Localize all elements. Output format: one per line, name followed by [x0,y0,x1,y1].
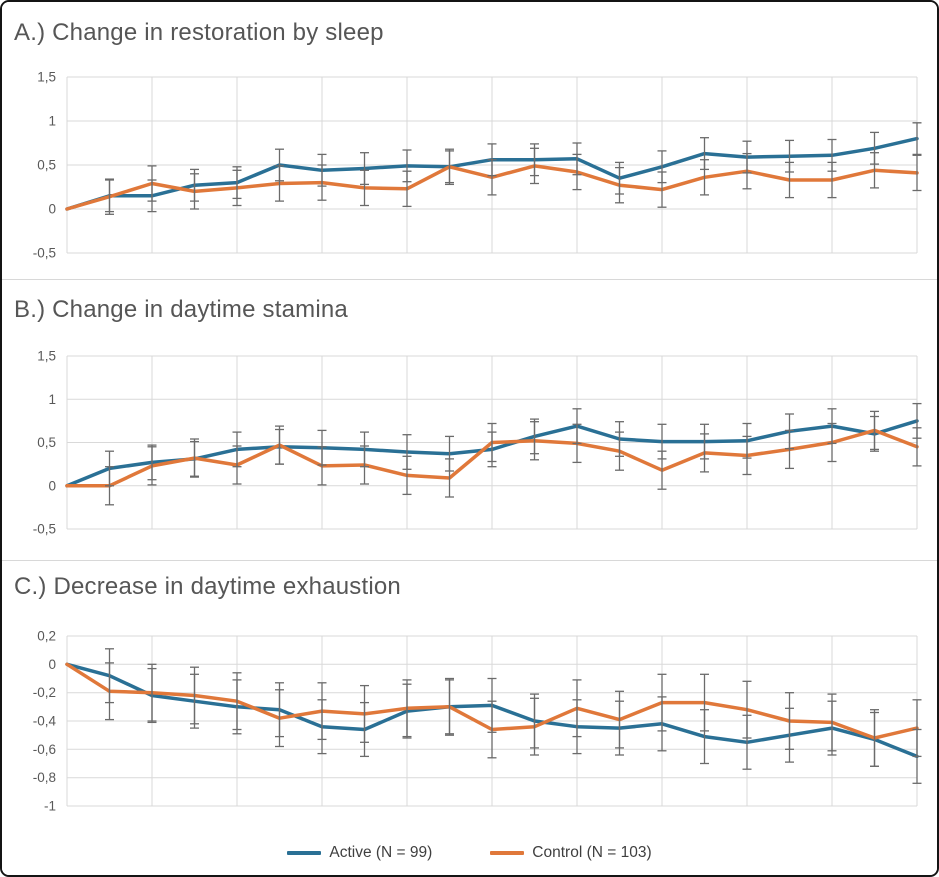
panel-a-title: A.) Change in restoration by sleep [14,19,384,46]
svg-text:0: 0 [48,202,56,217]
panel-b-line-chart: 1,5 1 0,5 0 -0,5 [33,349,922,537]
svg-text:-0,4: -0,4 [33,714,57,729]
active-line-swatch [287,851,322,855]
control-line-swatch [490,851,525,855]
svg-text:-0,8: -0,8 [33,770,56,785]
svg-text:-1: -1 [44,799,56,814]
legend-label-active: Active (N = 99) [329,844,433,861]
svg-text:0,5: 0,5 [37,158,56,173]
legend-item-control: Control (N = 103) [490,844,652,862]
panel-daytime-exhaustion: C.) Decrease in daytime exhaustion 0,2 0 -… [2,560,937,829]
panel-a-line-chart: 1,5 1 0,5 0 -0,5 [33,70,922,261]
svg-text:1,5: 1,5 [37,349,56,364]
svg-text:1,5: 1,5 [37,70,56,85]
svg-text:0,2: 0,2 [37,629,56,644]
svg-text:-0,2: -0,2 [33,685,56,700]
legend-label-control: Control (N = 103) [532,844,652,861]
legend: Active (N = 99) Control (N = 103) [2,829,937,875]
legend-item-active: Active (N = 99) [287,844,432,862]
svg-text:1: 1 [48,392,56,407]
svg-text:-0,5: -0,5 [33,522,56,537]
panel-b-title: B.) Change in daytime stamina [14,296,348,323]
panel-restoration-by-sleep: A.) Change in restoration by sleep 1,5 1 0… [2,2,937,279]
svg-text:-0,6: -0,6 [33,742,56,757]
panel-daytime-stamina: B.) Change in daytime stamina 1,5 1 0,5 0 -0… [2,279,937,560]
panel-c-title: C.) Decrease in daytime exhaustion [14,573,401,600]
svg-text:1: 1 [48,114,56,129]
panel-c-line-chart: 0,2 0 -0,2 -0,4 -0,6 -0,8 -1 [33,629,922,814]
svg-text:0: 0 [48,478,56,493]
svg-text:0: 0 [48,657,56,672]
svg-text:0,5: 0,5 [37,435,56,450]
svg-text:-0,5: -0,5 [33,246,56,261]
